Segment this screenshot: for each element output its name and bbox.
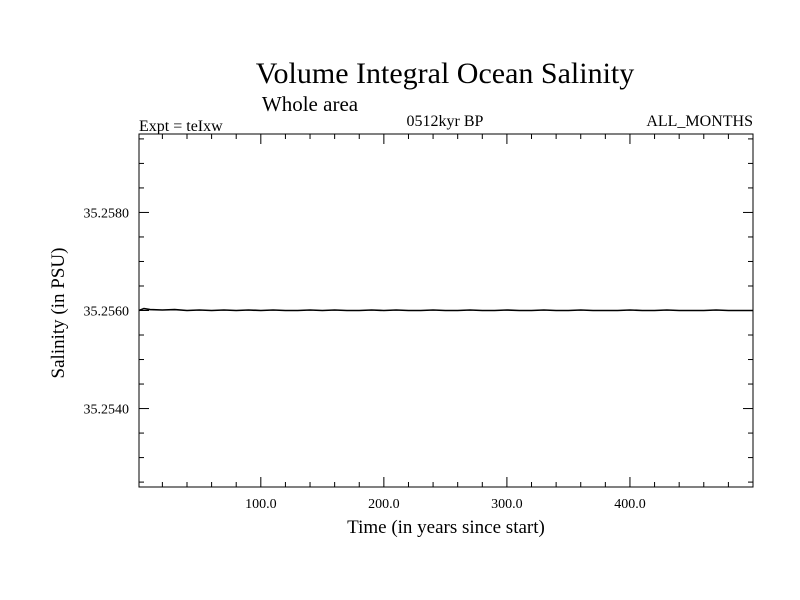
chart-subtitle: Whole area: [262, 92, 359, 116]
x-tick-label: 400.0: [614, 497, 646, 512]
y-tick-label: 35.2560: [84, 305, 130, 320]
x-tick-label: 200.0: [368, 497, 400, 512]
series-line-salinity: [138, 307, 753, 312]
y-tick-label: 35.2580: [84, 206, 130, 221]
period-label: 0512kyr BP: [407, 113, 484, 130]
x-tick-label: 300.0: [491, 497, 523, 512]
y-axis-label: Salinity (in PSU): [48, 248, 69, 379]
axis-ticks: [139, 134, 753, 487]
x-axis-label: Time (in years since start): [347, 517, 545, 538]
tick-labels: 100.0 200.0 300.0 400.0 35.2540 35.2560 35.258…: [84, 206, 646, 512]
months-label: ALL_MONTHS: [646, 113, 753, 130]
x-tick-label: 100.0: [245, 497, 277, 512]
y-tick-label: 35.2540: [84, 403, 130, 418]
chart-title: Volume Integral Ocean Salinity: [256, 57, 635, 90]
experiment-label: Expt = teIxw: [139, 118, 223, 135]
